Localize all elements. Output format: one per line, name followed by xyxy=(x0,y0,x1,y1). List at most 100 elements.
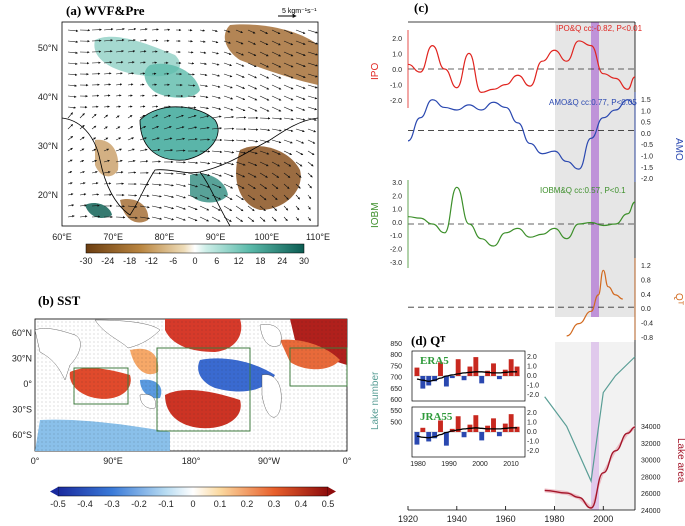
wind-vector xyxy=(211,106,222,110)
lon-tick: 90°W xyxy=(258,456,281,466)
iobm-tick: -2.0 xyxy=(390,247,402,254)
reference-vector-label: 5 kgm⁻¹s⁻¹ xyxy=(282,8,317,15)
wind-vector xyxy=(163,137,173,141)
inset-jra55-tick: 1.0 xyxy=(527,420,537,427)
wind-vector xyxy=(139,105,146,108)
wind-vector xyxy=(79,113,85,119)
wind-vector xyxy=(115,115,120,119)
wind-vector xyxy=(259,62,269,68)
qt-tick: -0.4 xyxy=(641,321,653,328)
inset-bar xyxy=(508,359,514,376)
inset-bar xyxy=(420,376,426,389)
wind-vector xyxy=(223,106,234,111)
wind-vector xyxy=(295,150,304,156)
lake-area-line xyxy=(544,426,636,509)
wind-vector xyxy=(175,114,184,119)
inset-bar xyxy=(461,432,467,438)
wind-vector xyxy=(307,62,318,67)
wind-vector xyxy=(127,83,134,86)
wind-vector xyxy=(163,114,171,119)
wind-vector xyxy=(223,205,233,212)
ipo-note: IPO&Q cc:-0.82, P<0.01 xyxy=(556,24,643,33)
wind-vector xyxy=(103,28,114,31)
inset-x-tick: 2000 xyxy=(472,461,488,468)
inset-bar xyxy=(479,376,485,384)
wind-vector xyxy=(127,61,135,64)
wind-vector xyxy=(271,106,282,112)
inset-era5 xyxy=(414,357,520,389)
wind-vector xyxy=(211,205,221,211)
wind-vector xyxy=(295,205,300,211)
wind-vector xyxy=(151,50,158,53)
inset-bar xyxy=(438,420,443,432)
wind-vector xyxy=(187,114,197,119)
lake-area-axis-label: Lake area xyxy=(675,438,685,483)
wind-vector xyxy=(103,72,112,75)
wind-vector xyxy=(235,73,245,78)
wind-vector xyxy=(151,194,162,198)
lake-area-tick: 24000 xyxy=(641,508,661,515)
amo-tick: -1.5 xyxy=(641,165,653,172)
colorbar-tick: 6 xyxy=(214,256,219,266)
wind-vector xyxy=(199,51,207,54)
wind-vector xyxy=(247,128,259,131)
wind-vector xyxy=(79,182,86,185)
wind-vector xyxy=(211,161,223,165)
wind-vector xyxy=(235,106,246,112)
wind-vector xyxy=(139,72,146,75)
wind-vector xyxy=(223,150,235,154)
iobm-tick: 1.0 xyxy=(392,207,402,214)
qt-tick: 0.4 xyxy=(641,292,651,299)
wind-vector xyxy=(235,40,244,45)
wind-vector xyxy=(199,126,210,130)
x-tick-label: 1920 xyxy=(398,514,418,524)
wind-vector xyxy=(151,148,161,152)
wind-vector xyxy=(199,40,206,43)
wind-vector xyxy=(247,161,258,166)
wind-vector xyxy=(259,194,267,201)
wind-vector xyxy=(211,183,222,189)
wind-vector xyxy=(67,106,77,109)
wind-vector xyxy=(115,72,123,75)
inset-ticks: 2.0 1.0 0.0 -1.0 -2.0 2.0 1.0 0.0 -1.0 -2.0 1980 19… xyxy=(410,354,539,468)
wind-vector xyxy=(187,95,196,98)
wind-vector xyxy=(259,216,266,222)
wind-vector xyxy=(283,216,288,222)
qt-axis-label: Qᵀ xyxy=(673,293,684,306)
wind-vector xyxy=(307,40,318,45)
wind-vector xyxy=(187,106,197,109)
panel-a: (a) WVF&Pre 5 kgm⁻¹s⁻¹ 50°N40°N30°N20°N … xyxy=(38,3,330,266)
inset-bar xyxy=(514,426,520,432)
wind-vector xyxy=(295,117,306,121)
wind-vector xyxy=(283,205,289,211)
amo-note: AMO&Q cc:0.77, P<0.05 xyxy=(549,98,637,107)
lake-area-tick: 28000 xyxy=(641,474,661,481)
ipo-axis-label: IPO xyxy=(370,63,381,80)
colorbar-high-end xyxy=(328,487,336,496)
wind-vector xyxy=(223,95,234,100)
wind-vector xyxy=(271,183,279,190)
lat-tick: 60°S xyxy=(12,430,32,440)
wind-vector xyxy=(259,161,269,167)
wind-vector xyxy=(283,106,294,112)
inset-bar xyxy=(485,370,491,376)
wind-vector xyxy=(139,205,150,209)
wind-vector xyxy=(247,29,256,34)
inset-trend-line xyxy=(416,371,518,382)
wind-vector xyxy=(199,62,207,65)
inset-bar xyxy=(414,367,420,376)
wind-vector xyxy=(259,51,269,57)
wind-vector xyxy=(211,40,219,44)
wind-vector xyxy=(115,159,123,163)
wind-vector xyxy=(247,139,259,143)
wind-vector xyxy=(211,51,219,55)
amo-tick: -0.5 xyxy=(641,142,653,149)
wind-vector xyxy=(307,29,318,34)
highlight-period xyxy=(591,22,599,317)
inset-era5-tick: -2.0 xyxy=(527,392,539,399)
lake-number-tick: 500 xyxy=(390,419,402,426)
lat-tick: 50°N xyxy=(38,43,58,53)
inset-era5-label: ERA5 xyxy=(420,355,449,367)
lon-tick: 0° xyxy=(343,456,352,466)
